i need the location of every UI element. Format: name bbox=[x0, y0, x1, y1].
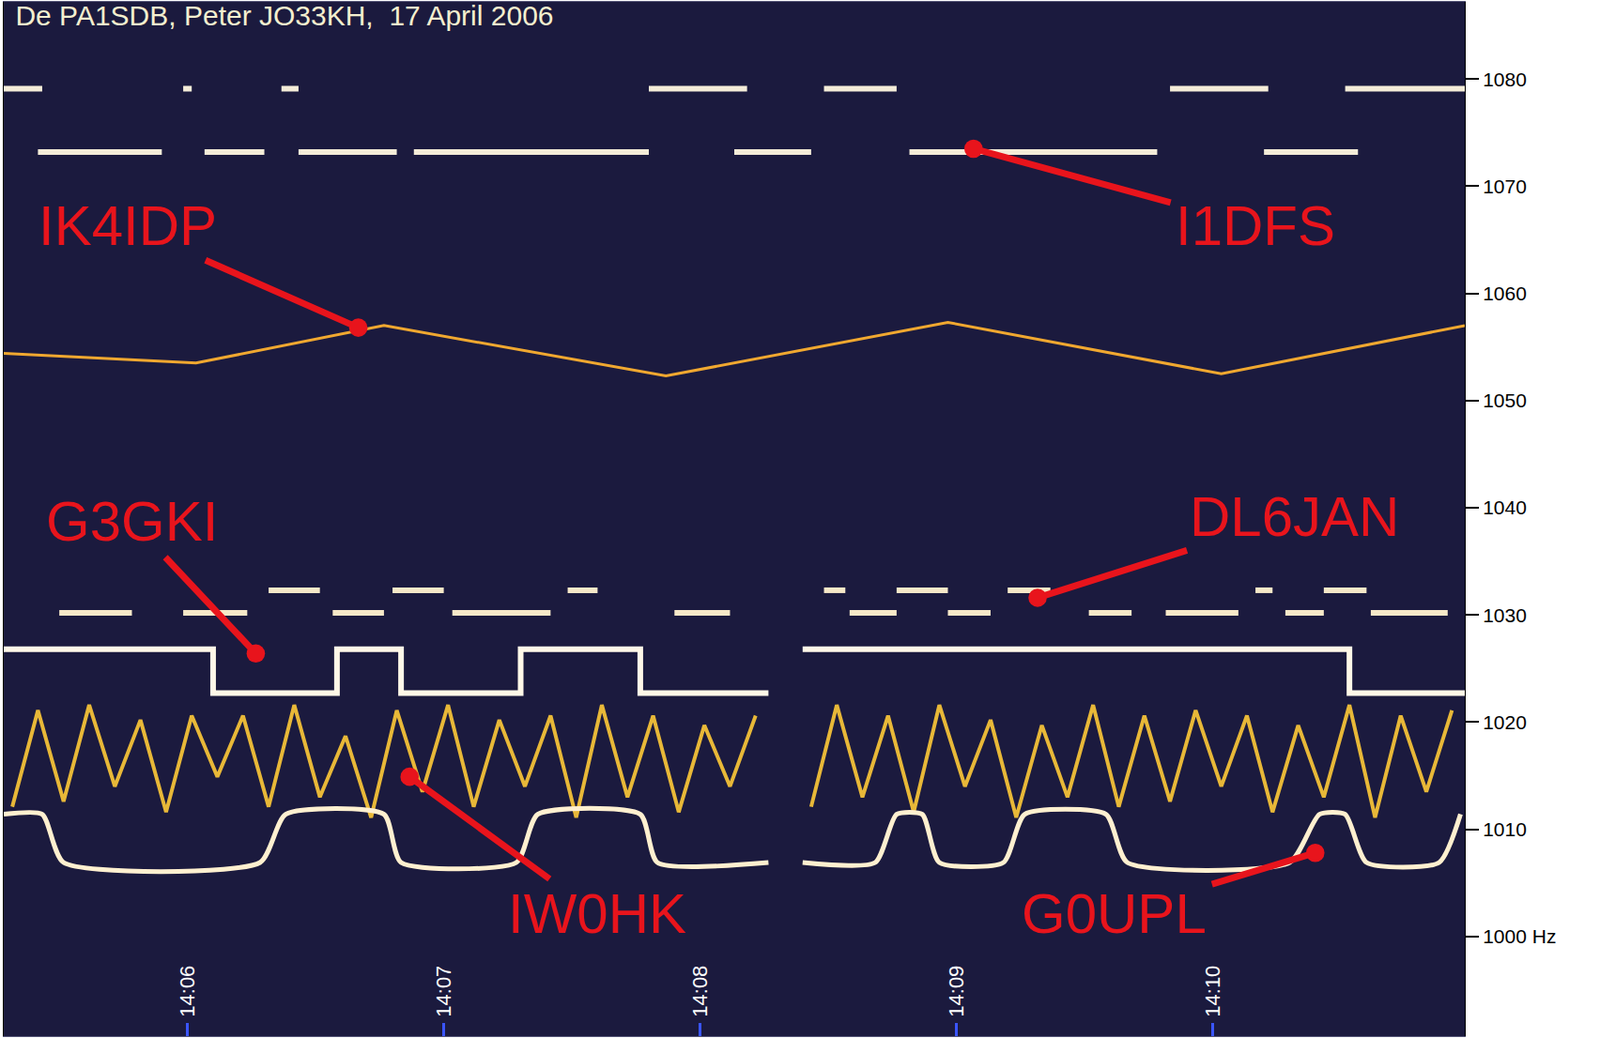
svg-text:IW0HK: IW0HK bbox=[507, 882, 687, 946]
svg-text:1040: 1040 bbox=[1482, 496, 1527, 519]
svg-text:14:06: 14:06 bbox=[175, 966, 200, 1018]
svg-text:De PA1SDB, Peter JO33KH, 17 A: De PA1SDB, Peter JO33KH, 17 April 2006 bbox=[15, 0, 554, 31]
svg-text:1010: 1010 bbox=[1482, 818, 1527, 841]
svg-text:1060: 1060 bbox=[1482, 282, 1527, 305]
svg-text:14:09: 14:09 bbox=[944, 966, 969, 1018]
svg-text:14:08: 14:08 bbox=[688, 966, 712, 1018]
svg-text:1020: 1020 bbox=[1482, 711, 1527, 734]
svg-text:1080: 1080 bbox=[1482, 68, 1527, 91]
svg-text:G0UPL: G0UPL bbox=[1021, 882, 1207, 946]
svg-text:14:07: 14:07 bbox=[431, 966, 456, 1018]
svg-text:I1DFS: I1DFS bbox=[1175, 194, 1336, 258]
svg-text:IK4IDP: IK4IDP bbox=[38, 194, 217, 258]
svg-text:1030: 1030 bbox=[1482, 604, 1527, 627]
svg-text:1050: 1050 bbox=[1482, 389, 1527, 412]
svg-text:1000 Hz: 1000 Hz bbox=[1482, 925, 1556, 948]
svg-text:DL6JAN: DL6JAN bbox=[1189, 485, 1400, 549]
svg-text:G3GKI: G3GKI bbox=[46, 490, 218, 554]
svg-text:1070: 1070 bbox=[1482, 175, 1527, 198]
svg-text:14:10: 14:10 bbox=[1200, 966, 1225, 1018]
